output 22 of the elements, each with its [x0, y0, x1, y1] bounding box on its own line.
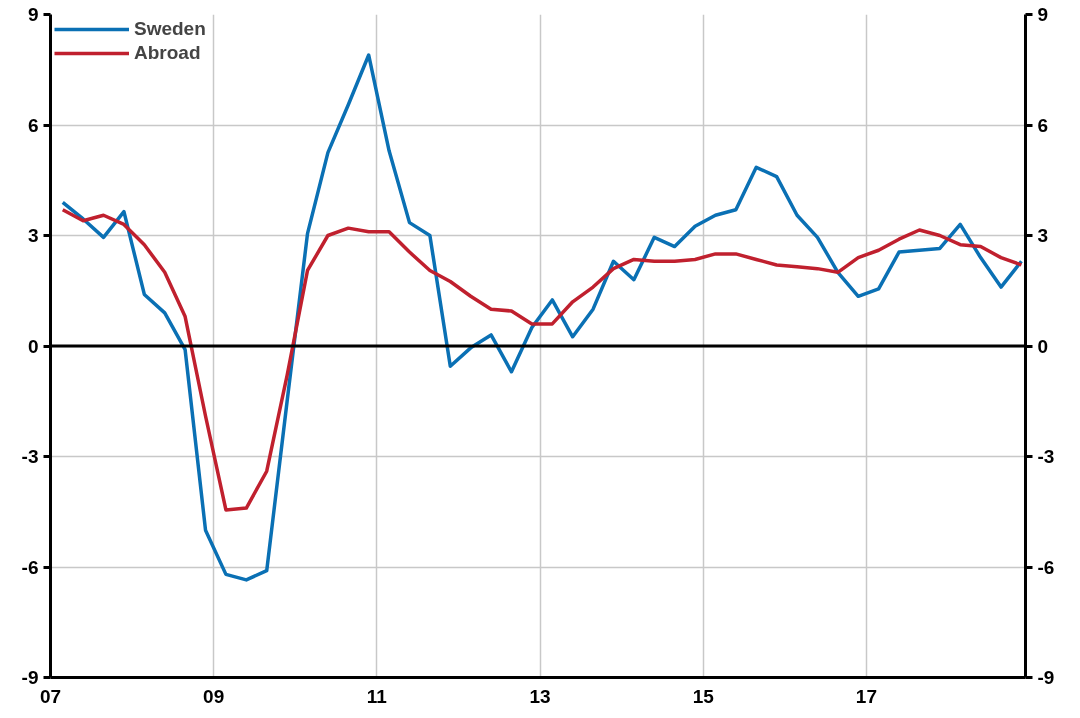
y2-tick-label: -6 [1037, 556, 1055, 578]
y2-tick-label: 9 [1037, 4, 1049, 25]
y-tick-label: -3 [21, 446, 39, 467]
x-tick-label: 13 [529, 685, 551, 707]
y-tick-label: 0 [27, 335, 39, 357]
y2-tick-label: 3 [1037, 225, 1049, 246]
legend-label: Sweden [134, 18, 206, 40]
y2-tick-label: -9 [1037, 667, 1055, 688]
y2-tick-label: -3 [1037, 446, 1055, 467]
y2-tick-label: 0 [1037, 335, 1049, 357]
y-tick-label: 6 [27, 114, 39, 136]
x-tick-label: 17 [855, 685, 877, 707]
x-tick-label: 11 [366, 685, 388, 707]
y-tick-label: 3 [27, 225, 39, 246]
y2-tick-label: 6 [1037, 114, 1049, 136]
y-tick-label: 9 [27, 4, 39, 25]
y-tick-label: -9 [21, 667, 39, 688]
y-tick-label: -6 [21, 556, 39, 578]
x-tick-label: 09 [203, 685, 225, 707]
x-tick-label: 07 [39, 685, 62, 707]
legend-label: Abroad [134, 42, 201, 64]
x-tick-label: 15 [692, 685, 715, 707]
